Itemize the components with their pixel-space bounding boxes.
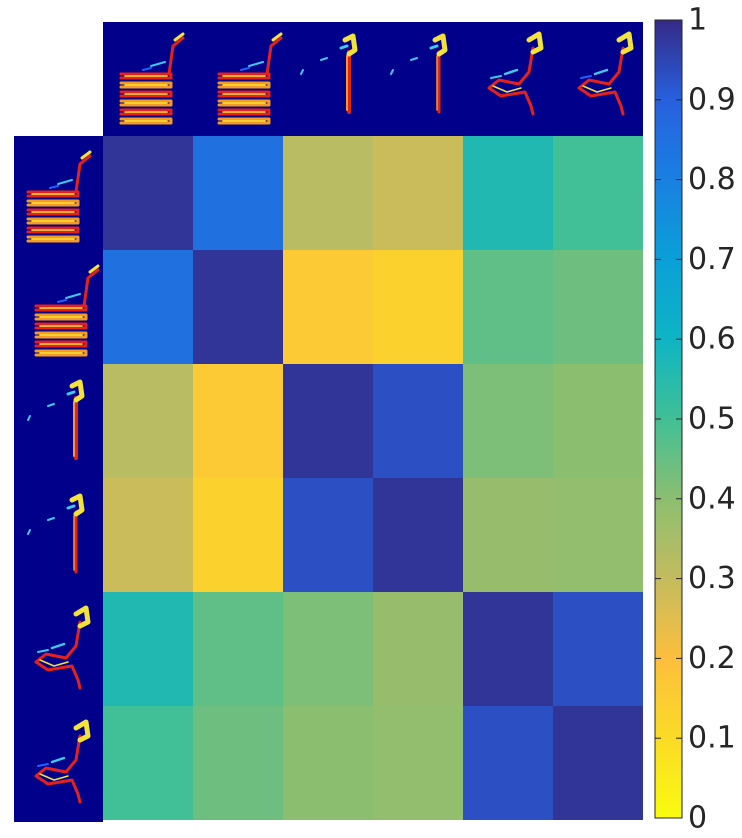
heatmap-cell-2-3	[373, 364, 463, 478]
heatmap-cell-0-3	[373, 136, 463, 250]
heatmap-cell-1-2	[283, 250, 373, 364]
heatmap-cell-3-0	[103, 478, 193, 592]
heatmap-cell-1-5	[553, 250, 643, 364]
heatmap-cell-0-2	[283, 136, 373, 250]
row-thumbnail-4	[34, 605, 91, 690]
heatmap-cell-3-5	[553, 478, 643, 592]
heatmap-cell-4-4	[463, 592, 553, 706]
heatmap-cell-2-5	[553, 364, 643, 478]
row-thumbnail-0	[26, 150, 92, 243]
colorbar-tick-label-0: 0	[688, 801, 707, 836]
row-thumbnail-2	[27, 379, 85, 460]
row-thumbnail-panel	[14, 136, 103, 822]
heatmap-cell-2-0	[103, 364, 193, 478]
colorbar-tick-label-9: 0.9	[688, 82, 736, 117]
colorbar-tick-label-6: 0.6	[688, 322, 736, 357]
colorbar-tick-label-8: 0.8	[688, 162, 736, 197]
heatmap-cell-4-2	[283, 592, 373, 706]
colorbar-tick-label-4: 0.4	[688, 481, 736, 516]
column-thumbnail-3	[390, 33, 448, 114]
heatmap-cell-0-1	[193, 136, 283, 250]
colorbar-tick-label-7: 0.7	[688, 242, 736, 277]
heatmap-cell-0-0	[103, 136, 193, 250]
heatmap-cell-4-3	[373, 592, 463, 706]
row-thumbnail-5	[34, 719, 91, 804]
colorbar-tick-label-2: 0.2	[688, 641, 736, 676]
column-thumbnail-5	[577, 31, 634, 116]
heatmap-cell-0-5	[553, 136, 643, 250]
row-thumbnail-1	[34, 264, 100, 357]
colorbar-tick-label-10: 1	[688, 3, 707, 38]
heatmap-cells	[103, 136, 643, 820]
heatmap-cell-3-3	[373, 478, 463, 592]
column-thumbnail-1	[217, 32, 283, 125]
heatmap-cell-3-4	[463, 478, 553, 592]
heatmap-cell-4-1	[193, 592, 283, 706]
heatmap-cell-5-3	[373, 706, 463, 820]
column-thumbnail-panel	[103, 22, 643, 136]
heatmap-cell-4-5	[553, 592, 643, 706]
heatmap-cell-1-0	[103, 250, 193, 364]
column-thumbnail-4	[487, 31, 544, 116]
colorbar: 0 0.1 0.2 0.3 0.4 0.5 0.6 0.7 0.8 0.9 1	[654, 3, 736, 836]
heatmap-cell-1-4	[463, 250, 553, 364]
heatmap-cell-3-2	[283, 478, 373, 592]
heatmap-cell-5-4	[463, 706, 553, 820]
colorbar-tick-label-1: 0.1	[688, 721, 736, 756]
column-thumbnail-2	[300, 33, 358, 114]
heatmap-cell-2-4	[463, 364, 553, 478]
row-thumbnails	[14, 136, 103, 822]
column-thumbnail-0	[119, 32, 185, 125]
heatmap-cell-5-5	[553, 706, 643, 820]
heatmap-cell-0-4	[463, 136, 553, 250]
heatmap-cell-1-1	[193, 250, 283, 364]
heatmap-cell-5-1	[193, 706, 283, 820]
colorbar-tick-label-3: 0.3	[688, 561, 736, 596]
heatmap-cell-1-3	[373, 250, 463, 364]
heatmap-cell-2-2	[283, 364, 373, 478]
colorbar-tick-label-5: 0.5	[688, 402, 736, 437]
heatmap-cell-4-0	[103, 592, 193, 706]
column-thumbnails	[103, 22, 643, 136]
heatmap-cell-3-1	[193, 478, 283, 592]
heatmap-cell-2-1	[193, 364, 283, 478]
heatmap-cell-5-2	[283, 706, 373, 820]
row-thumbnail-3	[27, 493, 85, 574]
heatmap-cell-5-0	[103, 706, 193, 820]
